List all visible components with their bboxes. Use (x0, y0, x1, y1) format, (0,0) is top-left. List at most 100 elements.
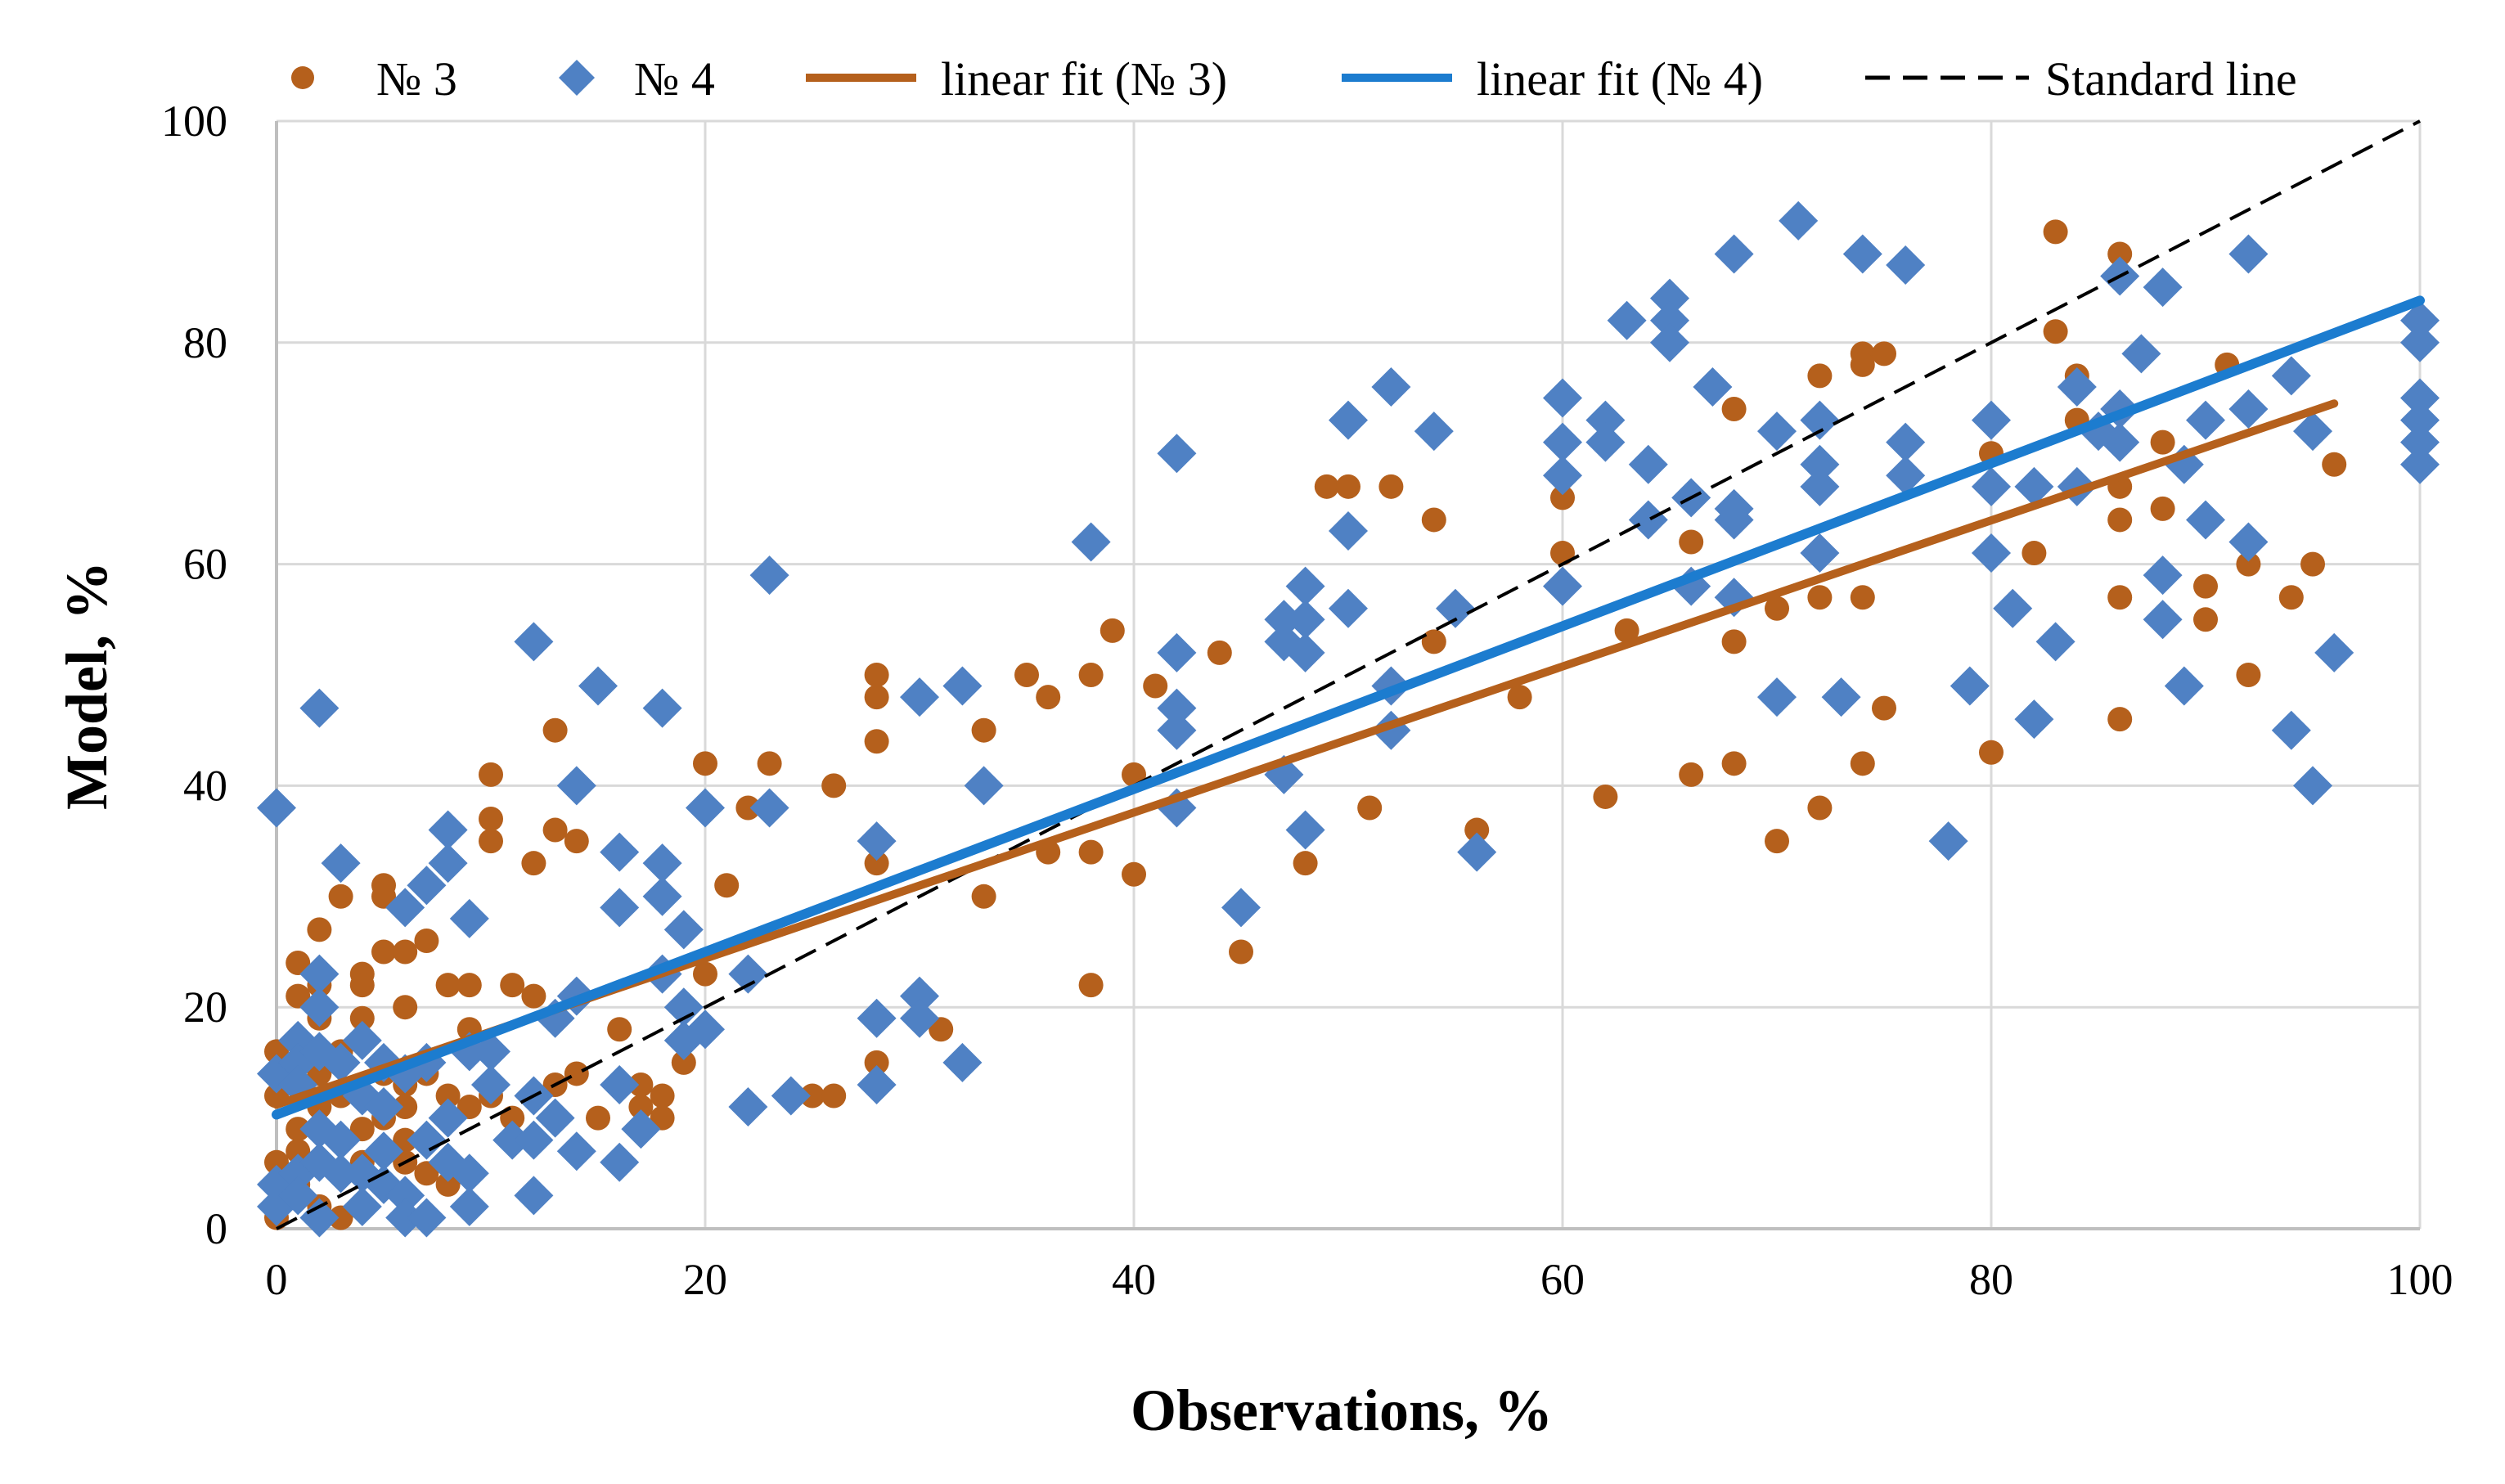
y-tick-label: 100 (161, 97, 227, 146)
point-series-3 (1336, 474, 1360, 499)
point-series-3 (800, 1083, 825, 1109)
point-series-3 (1721, 397, 1747, 422)
point-series-4 (514, 1176, 554, 1216)
point-series-4 (1972, 533, 2011, 573)
y-tick-label: 40 (183, 761, 227, 810)
point-series-4 (2100, 422, 2140, 462)
point-series-3 (1421, 507, 1446, 533)
point-series-4 (1714, 234, 1754, 274)
point-series-3 (1229, 939, 1253, 965)
point-series-4 (1543, 422, 1582, 462)
point-series-3 (1807, 585, 1833, 610)
point-series-3 (1807, 363, 1833, 389)
point-series-4 (1650, 300, 1689, 340)
fit-line-series-4 (272, 295, 2425, 1120)
point-series-3 (2022, 541, 2047, 566)
fit-lines (272, 119, 2425, 1230)
tick-labels: 0 20 40 60 80 100 0 20 40 60 80 100 (161, 97, 2453, 1304)
point-series-4 (1221, 888, 1261, 928)
point-series-3 (1550, 485, 1575, 510)
point-series-4 (663, 987, 704, 1028)
point-series-4 (1842, 234, 1882, 274)
point-series-4 (492, 1120, 533, 1160)
point-series-4 (2164, 666, 2204, 706)
point-series-3 (693, 961, 717, 987)
point-series-4 (407, 866, 447, 906)
point-series-4 (321, 1120, 361, 1160)
point-series-4 (364, 1087, 403, 1127)
point-series-4 (1329, 400, 1368, 440)
point-series-3 (971, 717, 996, 743)
point-series-4 (857, 1064, 897, 1104)
point-series-4 (642, 876, 682, 916)
point-series-3 (2107, 707, 2133, 732)
point-series-3 (1507, 685, 1532, 710)
point-series-4 (749, 555, 789, 596)
point-series-4 (385, 888, 425, 928)
point-series-3 (2043, 219, 2068, 245)
point-series-4 (1886, 422, 1926, 462)
point-series-4 (2186, 400, 2225, 440)
point-series-4 (771, 1076, 811, 1116)
point-series-3 (735, 795, 761, 821)
point-series-3 (1078, 839, 1104, 865)
grid (275, 119, 2422, 1230)
point-series-3 (650, 1105, 675, 1131)
point-series-4 (1543, 566, 1582, 606)
point-series-4 (686, 1010, 725, 1050)
point-series-3 (2193, 573, 2218, 599)
point-series-4 (1757, 677, 1797, 717)
point-series-4 (2271, 356, 2311, 396)
point-series-4 (1157, 710, 1197, 750)
point-series-3 (328, 884, 353, 909)
point-series-4 (364, 1131, 403, 1171)
point-series-4 (1585, 400, 1626, 440)
point-series-4 (642, 843, 682, 884)
point-series-3 (1679, 762, 1704, 787)
point-series-4 (1800, 533, 1840, 573)
point-series-3 (286, 983, 311, 1009)
point-series-4 (1436, 588, 1475, 628)
point-series-3 (542, 717, 568, 743)
point-series-3 (1014, 663, 1039, 687)
point-series-3 (1421, 629, 1446, 654)
point-series-3 (1314, 474, 1339, 499)
point-series-3 (1872, 341, 1896, 367)
point-series-4 (407, 1120, 447, 1160)
point-series-4 (342, 1020, 382, 1060)
point-series-4 (2400, 444, 2440, 484)
point-series-4 (2400, 300, 2440, 340)
point-series-4 (900, 998, 939, 1038)
point-series-3 (1807, 795, 1833, 821)
y-axis-title: Model, % (54, 561, 119, 810)
point-series-4 (556, 1131, 596, 1171)
point-series-3 (521, 983, 546, 1009)
point-series-4 (2014, 699, 2054, 740)
point-series-4 (1950, 666, 1990, 706)
point-series-3 (693, 751, 717, 776)
point-series-4 (299, 954, 340, 994)
point-series-3 (349, 973, 375, 998)
point-series-4 (621, 1109, 661, 1149)
point-series-3 (2107, 585, 2133, 610)
legend-label-fit-4: linear fit (№ 4) (1477, 52, 1763, 106)
point-series-3 (2150, 496, 2175, 521)
point-series-4 (1821, 677, 1861, 717)
point-series-3 (1850, 352, 1875, 377)
point-series-4 (1993, 588, 2033, 628)
point-series-3 (479, 829, 503, 854)
legend-label-series-4: № 4 (634, 52, 715, 106)
point-series-4 (1972, 466, 2011, 506)
point-series-4 (299, 688, 340, 728)
point-series-3 (286, 951, 311, 976)
point-series-4 (1585, 422, 1626, 462)
point-series-3 (393, 995, 418, 1020)
point-series-3 (456, 973, 482, 998)
point-series-4 (663, 910, 704, 950)
point-series-3 (2236, 551, 2261, 577)
point-series-3 (757, 751, 782, 776)
point-series-4 (1800, 400, 1840, 440)
point-series-3 (1207, 640, 1232, 665)
point-series-4 (1157, 434, 1197, 474)
point-series-4 (600, 888, 640, 928)
